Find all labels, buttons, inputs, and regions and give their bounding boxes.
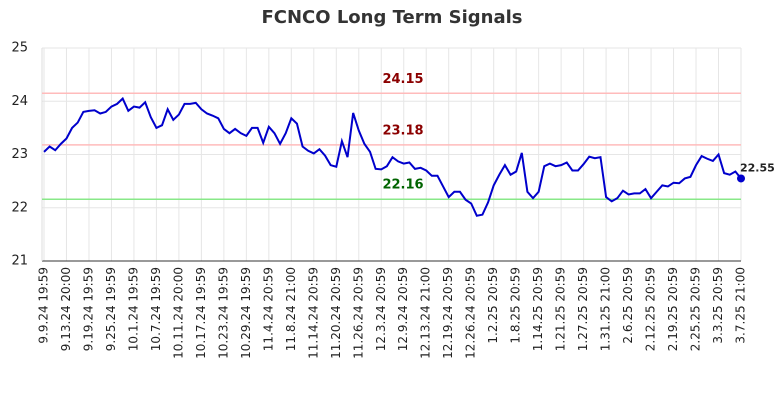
x-tick-label: 1.8.25 20:59: [509, 267, 523, 344]
x-tick-label: 9.25.24 19:59: [104, 267, 118, 351]
x-tick-label: 11.26.24 20:59: [351, 267, 365, 359]
x-tick-label: 3.7.25 21:00: [734, 267, 748, 344]
x-tick-label: 2.25.25 20:59: [689, 267, 703, 351]
x-tick-label: 11.4.24 20:59: [261, 267, 275, 351]
x-tick-label: 11.20.24 20:59: [329, 267, 343, 359]
x-tick-label: 12.9.24 20:59: [396, 267, 410, 351]
x-tick-label: 2.12.25 20:59: [644, 267, 658, 351]
x-tick-label: 9.19.24 19:59: [81, 267, 95, 351]
x-tick-label: 10.23.24 19:59: [216, 267, 230, 359]
x-tick-label: 11.8.24 21:00: [284, 267, 298, 351]
last-value-label: 22.55: [740, 161, 775, 174]
x-tick-label: 12.3.24 20:59: [374, 267, 388, 351]
y-tick-label: 24: [11, 94, 28, 109]
x-tick-label: 9.13.24 20:00: [59, 267, 73, 351]
price-line: [43, 96, 742, 217]
x-tick-label: 1.27.25 20:59: [576, 267, 590, 351]
x-tick-label: 10.17.24 19:59: [194, 267, 208, 359]
x-tick-label: 12.19.24 20:59: [441, 267, 455, 359]
y-tick-label: 21: [11, 254, 28, 269]
x-tick-label: 12.26.24 20:59: [464, 267, 478, 359]
chart-title: FCNCO Long Term Signals: [261, 7, 522, 28]
x-tick-label: 1.14.25 20:59: [531, 267, 545, 351]
y-tick-label: 22: [11, 200, 28, 215]
x-tick-label: 10.11.24 20:00: [171, 267, 185, 359]
signal-label: 22.16: [382, 178, 423, 193]
x-tick-label: 1.2.25 20:59: [486, 267, 500, 344]
y-tick-label: 25: [11, 41, 28, 56]
x-tick-label: 3.3.25 20:59: [711, 267, 725, 344]
last-point: [737, 174, 745, 183]
x-tick-label: 2.6.25 20:59: [621, 267, 635, 344]
x-tick-label: 2.19.25 20:59: [666, 267, 680, 351]
x-tick-label: 9.9.24 19:59: [37, 267, 51, 344]
x-tick-label: 10.1.24 19:59: [126, 267, 140, 351]
signal-label: 23.18: [382, 123, 423, 138]
x-tick-label: 12.13.24 21:00: [419, 267, 433, 359]
x-tick-label: 11.14.24 20:59: [306, 267, 320, 359]
x-tick-label: 1.31.25 21:00: [599, 267, 613, 351]
y-tick-label: 23: [11, 147, 28, 162]
x-tick-label: 10.7.24 19:59: [149, 267, 163, 351]
x-tick-label: 1.21.25 20:59: [554, 267, 568, 351]
x-tick-label: 10.29.24 19:59: [239, 267, 253, 359]
signal-label: 24.15: [382, 72, 423, 87]
